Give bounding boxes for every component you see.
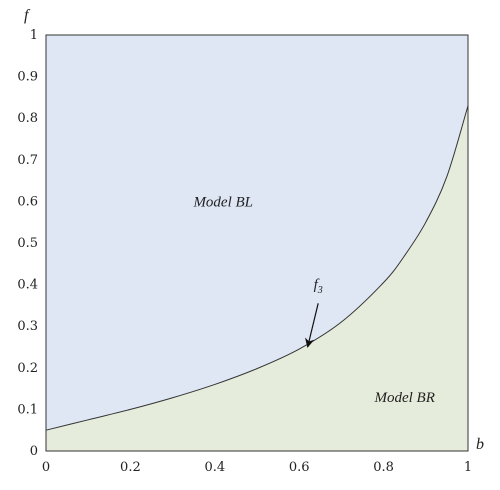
y-tick-label: 0.6 bbox=[17, 194, 38, 209]
x-tick-labels: 0 0.2 0.4 0.6 0.8 1 bbox=[42, 460, 472, 475]
y-tick-label: 0.5 bbox=[17, 236, 38, 251]
region-label-model-br: Model BR bbox=[373, 390, 434, 406]
x-tick-label: 0 bbox=[42, 460, 50, 475]
x-tick-label: 0.2 bbox=[120, 460, 141, 475]
x-tick-label: 0.8 bbox=[373, 460, 394, 475]
y-tick-labels: 0 0.1 0.2 0.3 0.4 0.5 0.6 0.7 0.8 0.9 1 bbox=[17, 28, 38, 459]
plot-frame bbox=[45, 34, 469, 452]
y-tick-label: 0.7 bbox=[17, 153, 38, 168]
x-axis-variable: b bbox=[476, 436, 484, 453]
y-axis-variable: f bbox=[24, 7, 31, 24]
x-tick-label: 1 bbox=[464, 460, 472, 475]
region-model-bl bbox=[46, 35, 468, 431]
x-tick-label: 0.6 bbox=[289, 460, 310, 475]
y-tick-label: 0 bbox=[30, 444, 38, 459]
y-tick-label: 0.9 bbox=[17, 70, 38, 85]
annotation-subscript: 3 bbox=[317, 285, 323, 296]
boundary-curve bbox=[45, 105, 469, 431]
y-tick-label: 0.8 bbox=[17, 111, 38, 126]
region-label-model-bl: Model BL bbox=[192, 194, 253, 210]
annotation-f3: f3 bbox=[314, 277, 323, 296]
annotation-arrow bbox=[305, 303, 319, 348]
y-tick-label: 0.4 bbox=[17, 278, 38, 293]
y-tick-label: 0.3 bbox=[17, 319, 38, 334]
x-tick-label: 0.4 bbox=[204, 460, 225, 475]
y-tick-label: 1 bbox=[30, 28, 38, 43]
annotation-label: f bbox=[314, 277, 320, 293]
y-tick-label: 0.2 bbox=[17, 361, 38, 376]
region-model-br bbox=[46, 105, 468, 451]
y-tick-label: 0.1 bbox=[17, 402, 38, 417]
